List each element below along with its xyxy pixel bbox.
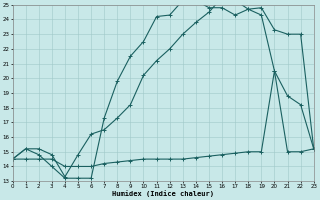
X-axis label: Humidex (Indice chaleur): Humidex (Indice chaleur) — [112, 190, 214, 197]
